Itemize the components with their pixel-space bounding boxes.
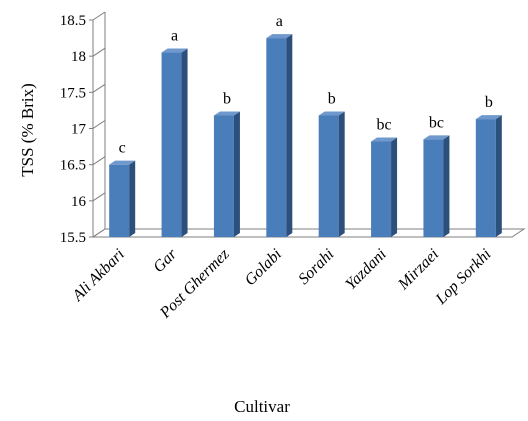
bar: [371, 137, 398, 237]
significance-letter: bc: [377, 117, 392, 134]
bar: [423, 135, 450, 237]
y-tick-diagonal: [92, 120, 106, 129]
bar-side: [181, 48, 188, 237]
significance-letter: bc: [429, 114, 444, 131]
y-tick-label: 18.5: [60, 13, 86, 29]
bar-side: [129, 160, 136, 237]
bar-top: [266, 34, 293, 39]
category-label: Gar: [150, 245, 181, 276]
category-label: Mirzaei: [394, 246, 442, 294]
bar: [213, 111, 240, 237]
category-label: Ali Akbari: [69, 246, 128, 305]
bars: [109, 34, 502, 238]
y-tick-label: 17.5: [60, 85, 86, 101]
significance-letter: b: [328, 90, 336, 107]
bar-side: [495, 115, 502, 237]
bar-front: [266, 38, 287, 238]
category-label: Sorahi: [295, 246, 337, 288]
bar: [475, 115, 502, 237]
y-tick-label: 16.5: [60, 158, 86, 174]
y-tick-label: 18: [71, 49, 86, 65]
significance-letter: b: [485, 94, 493, 111]
bar: [266, 34, 293, 238]
bar: [161, 48, 188, 237]
bar-top: [109, 160, 136, 165]
bar-side: [443, 135, 450, 237]
significance-letters: c a b a b bc bc b: [119, 13, 493, 157]
bar-top: [161, 48, 188, 53]
category-label: Yazdani: [342, 246, 389, 293]
floor: [91, 228, 526, 238]
y-tick-diagonal: [92, 47, 106, 57]
bar-front: [161, 52, 182, 237]
bar-front: [475, 119, 496, 237]
bar-front: [318, 115, 339, 237]
y-tick-diagonal: [92, 83, 106, 93]
y-tick-label: 15.5: [60, 230, 86, 246]
y-tick-labels: 15.5 16 16.5 17 17.5 18 18.5: [60, 11, 106, 246]
x-axis-title: Cultivar: [234, 397, 290, 416]
bar-front: [213, 115, 234, 237]
bar-top: [213, 111, 240, 116]
category-label: Lop Sorkhi: [432, 246, 495, 309]
bar-side: [391, 137, 398, 237]
bar-top: [475, 115, 502, 120]
significance-letter: a: [276, 13, 283, 30]
bar-top: [423, 135, 450, 140]
bar-side: [286, 34, 293, 238]
significance-letter: c: [119, 140, 126, 157]
bar: [318, 111, 345, 237]
y-axis-title: TSS (% Brix): [18, 83, 37, 177]
axes: [91, 12, 526, 238]
bar: [109, 160, 136, 237]
y-tick-diagonal: [92, 156, 106, 166]
y-tick-diagonal: [92, 11, 106, 21]
bar-front: [371, 141, 392, 237]
significance-letter: b: [223, 90, 231, 107]
category-label: Golabi: [242, 246, 285, 289]
bar-top: [318, 111, 345, 116]
bar-front: [109, 164, 130, 237]
bar-side: [338, 111, 345, 237]
significance-letter: a: [171, 28, 178, 45]
y-tick-diagonal: [92, 228, 106, 238]
y-tick-label: 17: [71, 122, 87, 138]
bar-side: [233, 111, 240, 237]
bar-top: [371, 137, 398, 142]
y-tick-label: 16: [71, 194, 87, 210]
y-tick-diagonal: [92, 192, 106, 202]
bar-front: [423, 139, 444, 237]
